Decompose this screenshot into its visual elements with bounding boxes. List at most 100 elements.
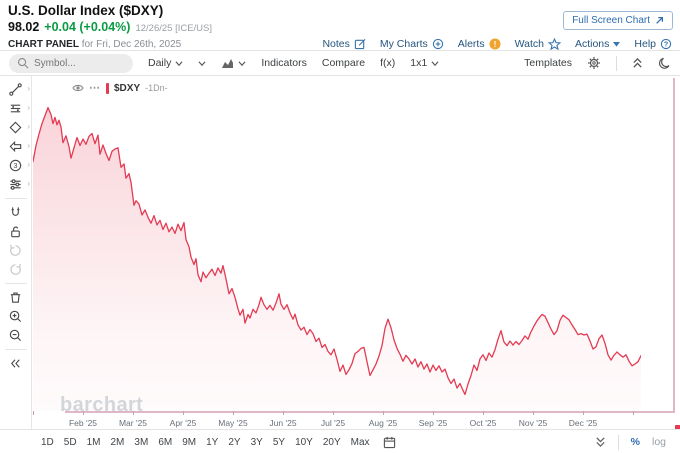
x-axis-label: Aug '25 [368,418,398,428]
zoom-in-button[interactable] [0,307,31,326]
x-axis-tick [283,411,284,415]
range-button-max[interactable]: Max [350,436,370,448]
star-icon [547,38,561,50]
percent-scale-toggle[interactable]: % [630,436,640,448]
delete-drawings-button[interactable] [0,288,31,307]
range-button-2m[interactable]: 2M [110,436,125,448]
area-chart-icon [221,57,234,69]
redo-button [0,260,31,279]
header-link-notes[interactable]: Notes [322,38,366,50]
chevrons-down-icon[interactable] [595,436,606,448]
grid-layout-dropdown[interactable]: 1x1 [410,57,439,69]
x-axis-label: Mar '25 [118,418,148,428]
chart-type-dropdown[interactable] [221,57,246,69]
range-button-6m[interactable]: 6M [158,436,173,448]
range-buttons: 1D 5D 1M 2M 3M 6M 9M 1Y 2Y 3Y 5Y 10Y 20Y Max [41,436,396,449]
shapes-icon [8,120,23,135]
footer-divider [617,434,619,450]
header-link-alerts[interactable]: Alerts! [458,38,501,50]
series-menu-button[interactable]: ⋯ [89,82,101,94]
header-link-actions[interactable]: Actions [575,38,621,50]
expand-chevron-icon: › [27,141,30,150]
lock-drawings-button[interactable] [0,222,31,241]
sidebar-divider [4,349,27,350]
price-chart[interactable] [33,78,641,411]
trendline-icon [8,82,23,97]
range-button-3m[interactable]: 3M [134,436,149,448]
compare-button[interactable]: Compare [322,57,365,69]
undo-icon [8,243,23,258]
indicators-button[interactable]: Indicators [261,57,307,69]
header-links: Notes My Charts Alerts! Watch Actions Help? [322,38,672,50]
search-input[interactable] [34,57,126,69]
magnet-mode-button[interactable] [0,203,31,222]
help-icon: ? [660,38,672,50]
templates-button[interactable]: Templates [524,57,572,69]
barchart-watermark: barchart [60,394,144,416]
range-button-3y[interactable]: 3Y [250,436,263,448]
collapse-sidebar-button[interactable] [0,354,31,373]
svg-text:!: ! [493,39,496,49]
caret-down-icon [613,41,621,47]
redo-icon [8,262,23,277]
chevron-down-icon [175,60,183,67]
header-link-label: Help [634,38,656,50]
dark-mode-toggle[interactable] [658,57,671,70]
x-axis-tick [383,411,384,415]
waves-tool[interactable]: 3 › [0,156,31,175]
full-screen-chart-button[interactable]: Full Screen Chart [563,11,673,30]
header-link-help[interactable]: Help? [634,38,672,50]
eye-icon[interactable] [72,82,84,94]
expand-chevron-icon: › [27,179,30,188]
fibonacci-tool[interactable]: › [0,99,31,118]
period-dropdown[interactable]: Daily [148,57,183,69]
range-button-5d[interactable]: 5D [63,436,77,448]
range-button-9m[interactable]: 9M [182,436,197,448]
log-scale-toggle[interactable]: log [651,436,666,448]
footer-right: % log [595,434,666,450]
draw-trendline-tool[interactable]: › [0,80,31,99]
legend-period: -1Dn- [145,83,168,93]
header-link-my-charts[interactable]: My Charts [380,38,444,50]
aggregation-dropdown[interactable] [198,60,206,67]
period-label: Daily [148,57,172,69]
range-button-20y[interactable]: 20Y [322,436,341,448]
legend-symbol: $DXY [114,82,141,94]
annotation-tool[interactable]: › [0,137,31,156]
x-axis-tick [133,411,134,415]
alert-badge-icon: ! [489,38,501,50]
chart-settings-button[interactable] [587,56,601,70]
collapse-panel-button[interactable] [632,57,643,69]
chart-region: ⋯ $DXY -1Dn- barchart 2.00%1.00%0.00%-1.… [5,76,680,439]
range-button-5y[interactable]: 5Y [272,436,286,448]
x-axis-tick [183,411,184,415]
expand-chevron-icon: › [27,84,30,93]
header-link-label: My Charts [379,38,428,50]
x-axis-tick [333,411,334,415]
gear-icon [587,56,601,70]
sidebar-divider [4,198,27,199]
svg-text:3: 3 [14,163,18,170]
range-button-1d[interactable]: 1D [41,436,54,448]
range-button-1m[interactable]: 1M [86,436,101,448]
symbol-search[interactable] [9,53,133,73]
panel-date: for Fri, Dec 26th, 2025 [81,38,182,50]
drawing-settings-tool[interactable]: › [0,175,31,194]
zoom-out-button[interactable] [0,326,31,345]
calendar-icon[interactable] [383,436,396,449]
range-toolbar: 1D 5D 1M 2M 3M 6M 9M 1Y 2Y 3Y 5Y 10Y 20Y Max % log [0,429,680,453]
header-link-watch[interactable]: Watch [515,38,561,50]
shapes-tool[interactable]: › [0,118,31,137]
range-button-10y[interactable]: 10Y [295,436,313,448]
x-axis-tick [233,411,234,415]
full-screen-chart-label: Full Screen Chart [572,15,650,26]
header-divider [0,50,680,51]
range-button-1y[interactable]: 1Y [206,436,219,448]
fibonacci-icon [8,101,23,116]
unlock-icon [8,224,23,239]
range-button-2y[interactable]: 2Y [228,436,241,448]
moon-icon [658,57,671,70]
header-link-label: Watch [514,38,544,50]
expressions-button[interactable]: f(x) [380,57,395,69]
